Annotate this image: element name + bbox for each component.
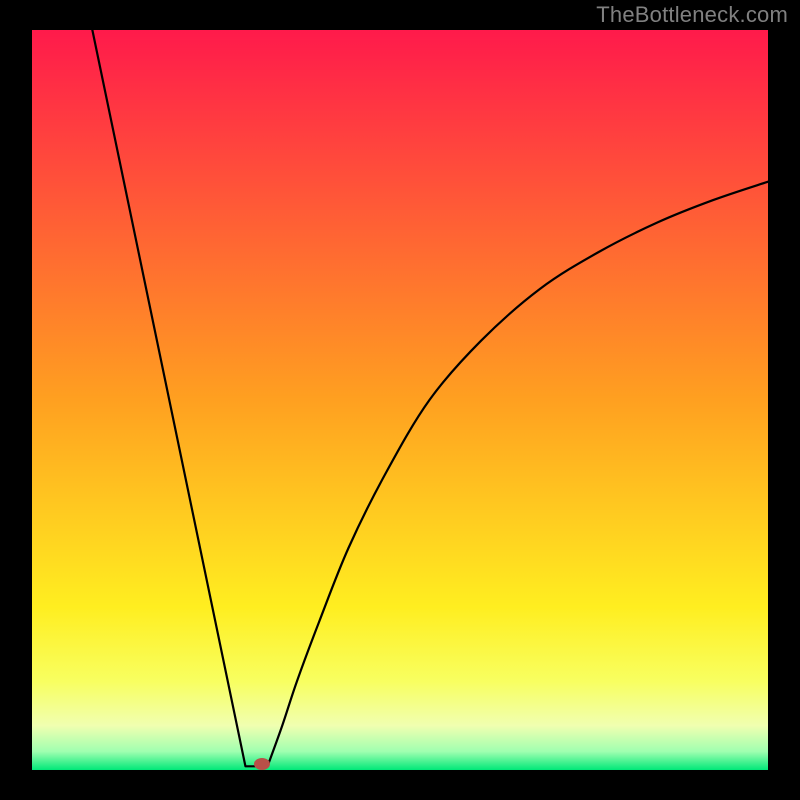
optimal-point-marker bbox=[254, 758, 270, 770]
chart-container: TheBottleneck.com bbox=[0, 0, 800, 800]
bottleneck-curve bbox=[32, 30, 768, 770]
plot-area bbox=[32, 30, 768, 770]
watermark-text: TheBottleneck.com bbox=[596, 2, 788, 28]
curve-path bbox=[92, 30, 768, 766]
